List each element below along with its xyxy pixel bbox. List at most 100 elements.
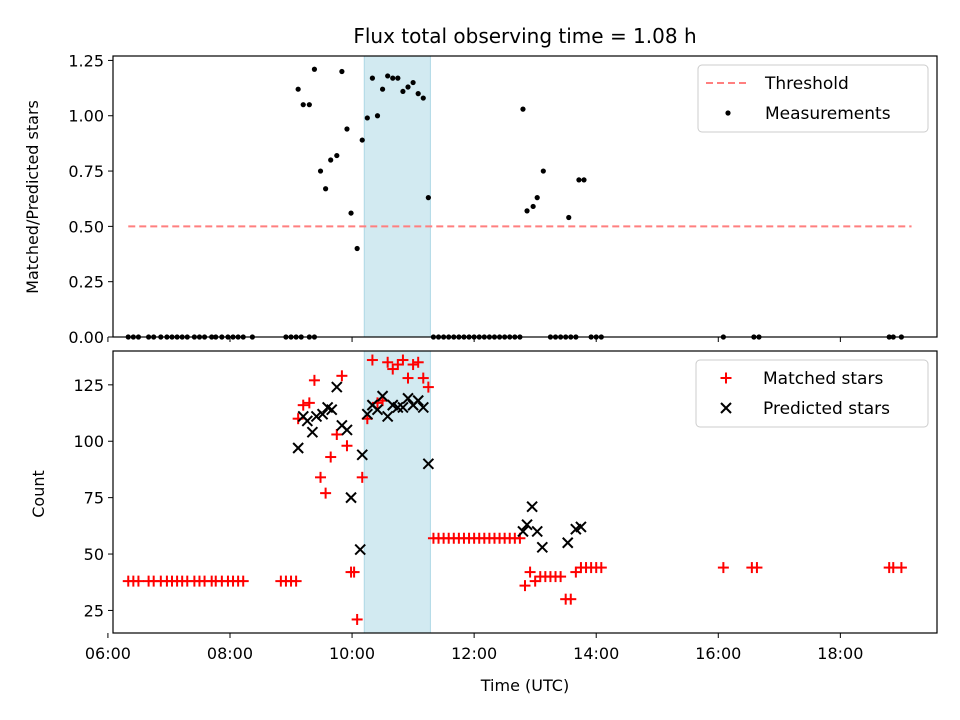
top-legend-label: Threshold bbox=[764, 74, 849, 94]
top-measurements-point bbox=[364, 115, 370, 121]
bottom-predicted-stars-point bbox=[310, 410, 323, 423]
bottom-predicted-stars-point-b bbox=[517, 525, 529, 538]
chart-title: Flux total observing time = 1.08 h bbox=[353, 24, 696, 48]
bottom-predicted-stars-point-b bbox=[531, 525, 543, 538]
bottom-predicted-stars-point-b bbox=[575, 521, 587, 533]
top-measurements-point bbox=[295, 86, 301, 92]
bottom-x-tick-label: 16:00 bbox=[695, 644, 741, 663]
bottom-predicted-stars-point bbox=[371, 403, 384, 416]
top-measurements-point bbox=[405, 84, 411, 90]
bottom-predicted-stars-point-b bbox=[376, 390, 389, 402]
bottom-matched-stars-point bbox=[237, 575, 249, 587]
top-measurements-point bbox=[317, 168, 324, 174]
bottom-predicted-stars-point bbox=[301, 415, 314, 427]
bottom-matched-stars-point bbox=[341, 440, 353, 452]
bottom-y-tick-label: 75 bbox=[84, 489, 104, 508]
bottom-legend-label: Matched stars bbox=[763, 369, 883, 389]
bottom-predicted-stars-point-b bbox=[402, 392, 414, 405]
bottom-matched-stars-point bbox=[402, 372, 414, 384]
bottom-predicted-stars-point bbox=[531, 525, 543, 538]
bottom-predicted-stars-point-b bbox=[292, 442, 304, 454]
bottom-predicted-stars-point bbox=[575, 521, 587, 533]
bottom-matched-stars-point bbox=[325, 451, 337, 463]
top-y-tick-label: 0.50 bbox=[68, 217, 104, 236]
top-measurements-point bbox=[385, 73, 391, 79]
bottom-matched-stars-point bbox=[751, 562, 763, 574]
bottom-matched-stars-point bbox=[895, 562, 907, 574]
top-measurements-point bbox=[425, 195, 431, 201]
top-measurements-point bbox=[344, 126, 350, 132]
bottom-predicted-stars-point-b bbox=[526, 500, 538, 513]
bottom-predicted-stars-point-b bbox=[361, 408, 374, 420]
bottom-matched-stars-point bbox=[348, 566, 360, 578]
bottom-predicted-stars-point-b bbox=[321, 401, 334, 414]
top-measurements-point bbox=[530, 203, 536, 210]
bottom-matched-stars-point bbox=[303, 397, 315, 409]
top-y-tick-label: 1.00 bbox=[68, 107, 104, 126]
top-measurements-point bbox=[311, 66, 318, 72]
bottom-matched-stars-point bbox=[308, 374, 320, 386]
bottom-y-axis-label: Count bbox=[29, 470, 48, 518]
top-measurements-point bbox=[339, 68, 345, 75]
bottom-predicted-stars-point bbox=[526, 500, 538, 513]
top-legend-box bbox=[697, 64, 929, 133]
bottom-predicted-stars-point bbox=[381, 410, 394, 423]
bottom-matched-stars-point bbox=[320, 487, 332, 499]
bottom-y-tick-label: 100 bbox=[73, 432, 104, 451]
bottom-predicted-stars-point bbox=[517, 525, 529, 538]
bottom-matched-stars-point bbox=[412, 356, 424, 368]
bottom-matched-stars-point bbox=[717, 562, 729, 574]
bottom-matched-stars-point bbox=[595, 562, 607, 574]
bottom-x-tick-label: 06:00 bbox=[85, 644, 131, 663]
bottom-matched-stars-point bbox=[417, 372, 429, 384]
bottom-predicted-stars-point bbox=[354, 543, 366, 556]
top-measurements-point bbox=[566, 214, 572, 221]
bottom-x-tick-label: 18:00 bbox=[817, 644, 863, 663]
bottom-predicted-stars-point-b bbox=[381, 410, 394, 423]
top-legend-dot-swatch bbox=[725, 110, 731, 116]
bottom-predicted-stars-point bbox=[345, 491, 357, 504]
bottom-predicted-stars-point-b bbox=[521, 519, 533, 531]
top-measurements-point bbox=[540, 168, 546, 174]
top-measurements-point bbox=[300, 102, 306, 108]
bottom-predicted-stars-point-b bbox=[417, 401, 429, 414]
bottom-matched-stars-point bbox=[382, 356, 394, 368]
bottom-matched-stars-point bbox=[555, 571, 567, 583]
bottom-predicted-stars-point bbox=[412, 394, 424, 407]
bottom-predicted-stars-point-b bbox=[306, 426, 319, 438]
top-y-tick-label: 0.00 bbox=[68, 328, 104, 347]
top-legend-label: Measurements bbox=[765, 104, 891, 124]
bottom-observing-window bbox=[363, 350, 431, 634]
bottom-matched-stars-point bbox=[356, 471, 368, 483]
top-measurements-point bbox=[576, 177, 582, 183]
x-axis-label: Time (UTC) bbox=[480, 676, 569, 695]
bottom-matched-stars-point bbox=[315, 471, 327, 483]
bottom-predicted-stars-point bbox=[306, 426, 319, 438]
top-measurements-point bbox=[400, 88, 406, 95]
top-measurements-point bbox=[348, 210, 354, 216]
bottom-predicted-stars-point bbox=[376, 390, 389, 402]
top-measurements-point bbox=[390, 75, 396, 81]
top-y-tick-label: 1.25 bbox=[68, 51, 104, 70]
bottom-predicted-stars-point-b bbox=[422, 458, 435, 470]
bottom-predicted-stars-point bbox=[536, 541, 549, 553]
bottom-predicted-stars-point-b bbox=[316, 408, 329, 420]
bottom-x-tick-label: 14:00 bbox=[573, 644, 619, 663]
bottom-predicted-stars-point bbox=[292, 442, 304, 454]
bottom-predicted-stars-point bbox=[521, 519, 533, 531]
bottom-predicted-stars-point bbox=[361, 408, 374, 420]
bottom-predicted-stars-point-b bbox=[387, 399, 399, 411]
bottom-matched-stars-point bbox=[519, 580, 531, 592]
top-measurements-point bbox=[415, 91, 421, 97]
bottom-predicted-stars-point-b bbox=[310, 410, 323, 423]
bottom-matched-stars-point bbox=[336, 370, 348, 382]
bottom-predicted-stars-point-b bbox=[341, 424, 353, 436]
bottom-matched-stars-point bbox=[290, 575, 302, 587]
bottom-legend-x-swatch bbox=[720, 402, 732, 414]
top-measurements-point bbox=[369, 75, 376, 81]
bottom-matched-stars-point bbox=[366, 354, 378, 366]
bottom-predicted-stars-point-b bbox=[354, 543, 366, 556]
bottom-predicted-stars-point-b bbox=[562, 537, 574, 549]
bottom-predicted-stars-point bbox=[356, 449, 368, 461]
